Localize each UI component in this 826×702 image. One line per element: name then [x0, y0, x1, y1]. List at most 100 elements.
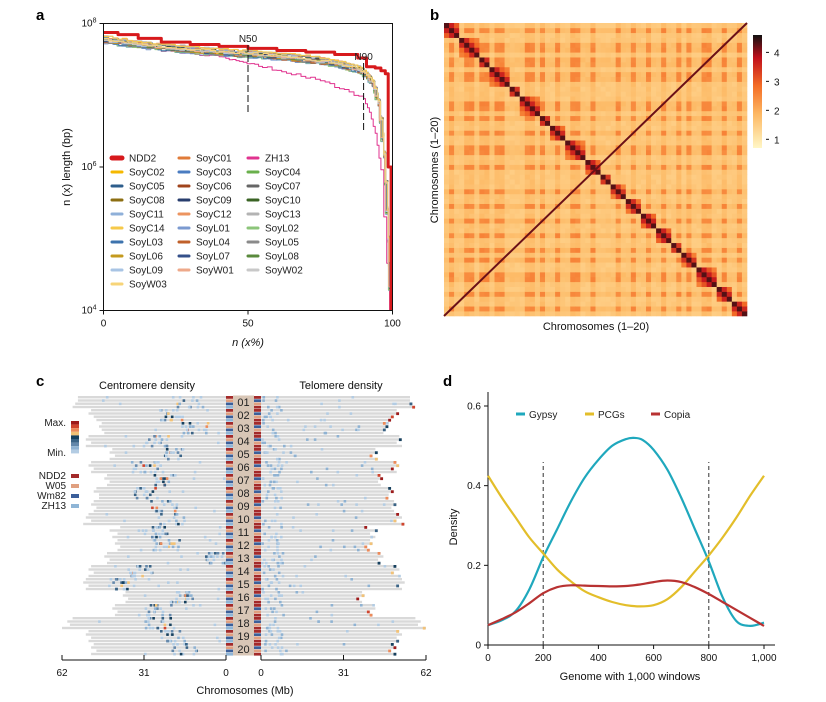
heatmap-cell	[706, 228, 712, 234]
heatmap-cell	[651, 276, 657, 283]
heatmap-cell	[671, 276, 677, 283]
heatmap-cell	[484, 208, 490, 214]
heatmap-cell	[630, 32, 637, 38]
heatmap-cell	[474, 32, 480, 38]
heatmap-cell	[565, 32, 571, 38]
heatmap-cell	[640, 252, 647, 258]
centromere-density-cell	[183, 519, 186, 523]
heatmap-cell	[615, 237, 622, 244]
heatmap-cell	[615, 218, 622, 224]
heatmap-cell	[459, 110, 465, 117]
centromere-density-cell	[221, 552, 225, 555]
heatmap-cell	[575, 189, 581, 195]
heatmap-cell	[529, 120, 536, 126]
heatmap-cell	[494, 198, 500, 204]
heatmap-cell	[550, 311, 556, 317]
heatmap-cell	[716, 237, 723, 244]
heatmap-cell	[635, 242, 642, 248]
heatmap-cell	[459, 301, 465, 307]
heatmap-cell	[731, 135, 738, 141]
heatmap-cell	[651, 286, 657, 292]
telomere-density-cell	[264, 519, 267, 523]
heatmap-cell	[711, 179, 717, 185]
heatmap-cell	[454, 257, 460, 263]
heatmap-cell	[630, 62, 637, 68]
accession-stripe-right-zh13	[254, 600, 261, 604]
heatmap-cell	[646, 218, 652, 224]
heatmap-cell	[555, 47, 561, 53]
heatmap-cell	[696, 237, 702, 244]
telomere-end-cell	[385, 425, 389, 429]
heatmap-cell	[696, 311, 702, 317]
heatmap-cell	[534, 96, 541, 102]
colorbar-bar	[753, 35, 762, 148]
heatmap-cell	[600, 189, 606, 195]
heatmap-cell	[474, 169, 480, 175]
heatmap-cell	[696, 242, 702, 248]
heatmap-cell	[701, 301, 707, 307]
heatmap-cell	[555, 169, 561, 175]
heatmap-cell	[610, 115, 616, 121]
heatmap-cell	[595, 159, 601, 165]
heatmap-cell	[661, 198, 667, 204]
heatmap-cell	[464, 27, 470, 34]
heatmap-cell	[741, 213, 748, 219]
heatmap-cell	[464, 228, 470, 234]
accession-stripe-right-zh13	[254, 535, 261, 539]
telomere-track-12	[261, 545, 368, 548]
heatmap-cell	[585, 120, 591, 126]
heatmap-cell	[545, 179, 551, 185]
heatmap-cell	[524, 145, 531, 151]
heatmap-cell	[474, 247, 480, 253]
heatmap-cell	[499, 247, 505, 253]
heatmap-cell	[514, 81, 521, 87]
heatmap-cell	[489, 208, 495, 214]
heatmap-cell	[570, 71, 576, 78]
heatmap-cell	[585, 27, 591, 34]
heatmap-cell	[504, 301, 510, 307]
heatmap-cell	[696, 184, 702, 190]
heatmap-cell	[539, 86, 546, 92]
heatmap-cell	[555, 101, 561, 107]
telomere-density-cell	[278, 630, 282, 633]
heatmap-cell	[555, 154, 561, 161]
heatmap-cell	[494, 120, 500, 126]
heatmap-cell	[570, 208, 576, 214]
heatmap-cell	[489, 189, 495, 195]
heatmap-cell	[469, 174, 475, 180]
heatmap-cell	[484, 232, 490, 239]
heatmap-cell	[504, 164, 510, 170]
heatmap-cell	[555, 140, 561, 146]
heatmap-cell	[499, 76, 505, 82]
accession-stripe-right-w05	[254, 503, 261, 507]
heatmap-cell	[499, 174, 505, 180]
heatmap-cell	[499, 96, 505, 102]
heatmap-cell	[545, 125, 551, 131]
heatmap-cell	[676, 193, 682, 200]
accession-stripe-right-ndd2	[254, 643, 261, 646]
heatmap-cell	[570, 159, 576, 165]
heatmap-cell	[580, 306, 586, 312]
heatmap-cell	[570, 213, 576, 219]
heatmap-cell	[580, 257, 586, 263]
heatmap-cell	[560, 296, 566, 302]
heatmap-cell	[504, 135, 510, 141]
heatmap-cell	[726, 198, 733, 204]
heatmap-cell	[454, 291, 460, 297]
heatmap-cell	[560, 27, 566, 34]
accession-stripe-left-ndd2	[226, 448, 233, 451]
centromere-density-cell	[143, 532, 147, 536]
heatmap-cell	[555, 272, 561, 278]
heatmap-cell	[519, 149, 526, 156]
heatmap-cell	[716, 76, 723, 82]
heatmap-cell	[595, 184, 601, 190]
heatmap-cell	[489, 232, 495, 239]
accession-legend-swatch-zh13	[71, 504, 79, 508]
heatmap-cell	[444, 281, 450, 287]
heatmap-cell	[600, 311, 606, 317]
centromere-track-14	[88, 568, 226, 571]
heatmap-cell	[560, 184, 566, 190]
heatmap-cell	[469, 62, 475, 68]
centromere-density-cell	[166, 633, 169, 636]
heatmap-cell	[625, 66, 632, 73]
